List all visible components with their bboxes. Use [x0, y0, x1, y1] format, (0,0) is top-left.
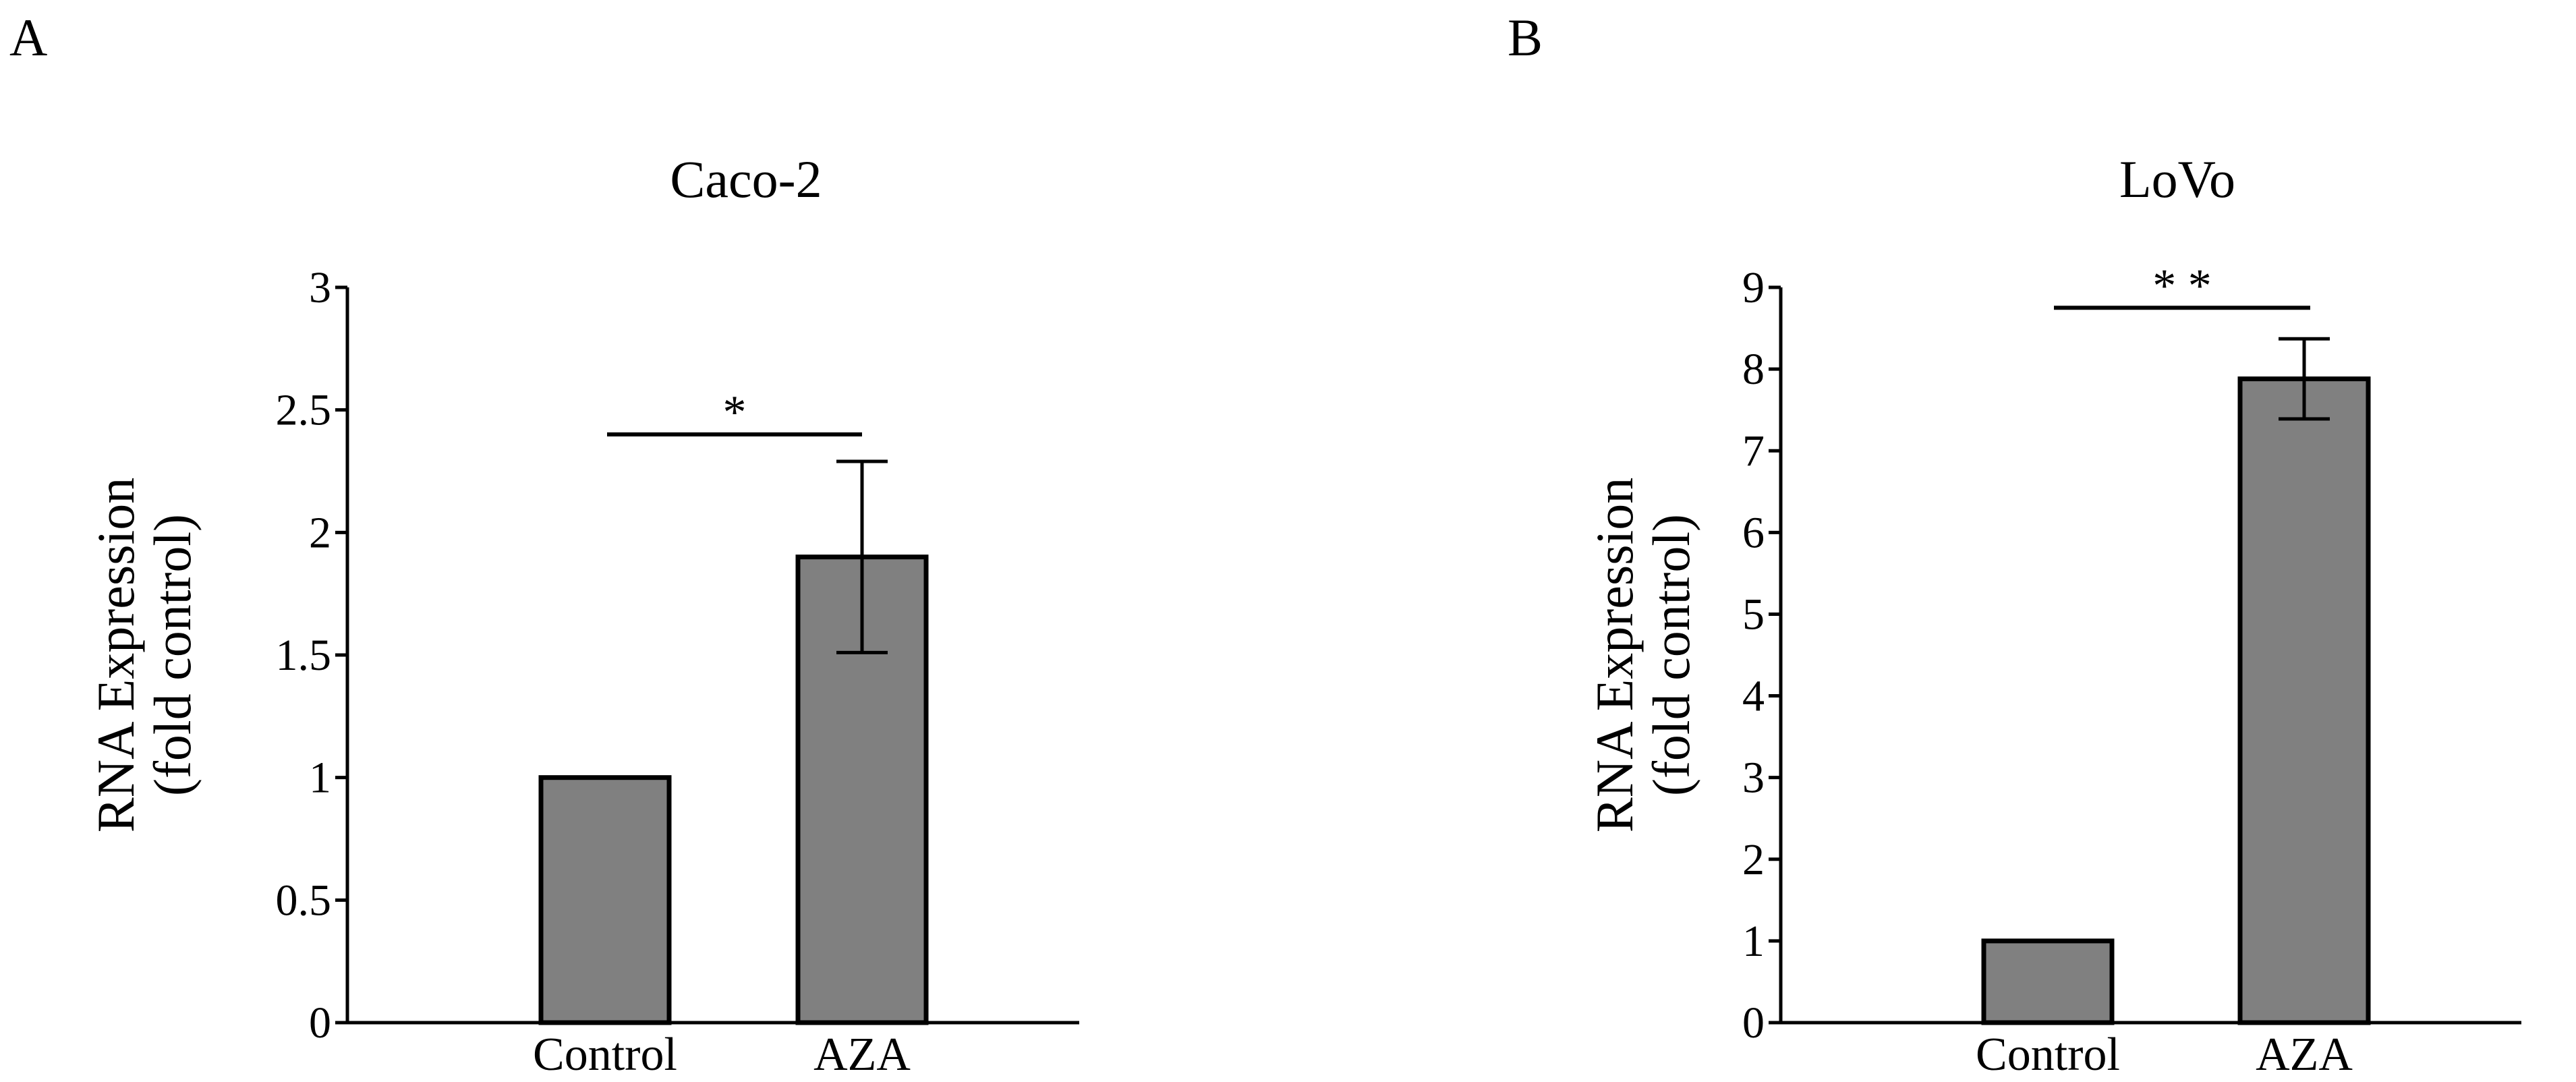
- y-tick-label: 3: [1742, 753, 1765, 803]
- bar-control: [1981, 938, 2115, 1025]
- panel-b: B LoVo RNA Expression(fold control) 0 1 2 3 4 5 6…: [1508, 8, 2521, 1081]
- y-axis-label-line: (fold control): [143, 514, 202, 796]
- y-tick-label: 8: [1742, 345, 1765, 394]
- significance-label: *: [723, 387, 747, 438]
- x-category-label: AZA: [813, 1029, 911, 1081]
- y-axis-label-line: (fold control): [1642, 514, 1700, 796]
- y-axis-label-line: RNA Expression: [86, 478, 145, 833]
- panel-letter: B: [1508, 8, 1543, 67]
- y-tick-label: 5: [1742, 590, 1765, 639]
- y-tick-label: 7: [1742, 426, 1765, 476]
- x-category-label: Control: [1976, 1029, 2120, 1081]
- chart-title: Caco-2: [670, 150, 822, 208]
- y-axis-label-line: RNA Expression: [1585, 478, 1644, 833]
- significance-label: * *: [2152, 260, 2212, 312]
- panel-a: A Caco-2 RNA Expression(fold control) 0 0.5 1…: [9, 8, 1079, 1081]
- bar-aza: [2237, 376, 2371, 1025]
- bar-control: [538, 775, 672, 1025]
- y-tick-label: 2.5: [276, 386, 332, 435]
- x-category-label: Control: [533, 1029, 677, 1081]
- y-tick-label: 0.5: [276, 876, 332, 925]
- y-tick-label: 1.5: [276, 631, 332, 680]
- y-tick-label: 1: [309, 753, 331, 803]
- y-tick-label: 0: [309, 998, 331, 1048]
- y-tick-label: 4: [1742, 672, 1765, 721]
- y-axis-label: RNA Expression(fold control): [1585, 478, 1700, 833]
- y-tick-label: 1: [1742, 917, 1765, 966]
- y-tick-label: 6: [1742, 508, 1765, 557]
- panel-letter: A: [9, 8, 47, 67]
- y-tick-label: 2: [1742, 835, 1765, 884]
- y-tick-label: 9: [1742, 263, 1765, 312]
- x-category-label: AZA: [2256, 1029, 2353, 1081]
- y-tick-label: 0: [1742, 998, 1765, 1048]
- y-tick-label: 2: [309, 508, 331, 557]
- chart-title: LoVo: [2119, 150, 2235, 208]
- y-axis-label: RNA Expression(fold control): [86, 478, 202, 833]
- y-tick-label: 3: [309, 263, 331, 312]
